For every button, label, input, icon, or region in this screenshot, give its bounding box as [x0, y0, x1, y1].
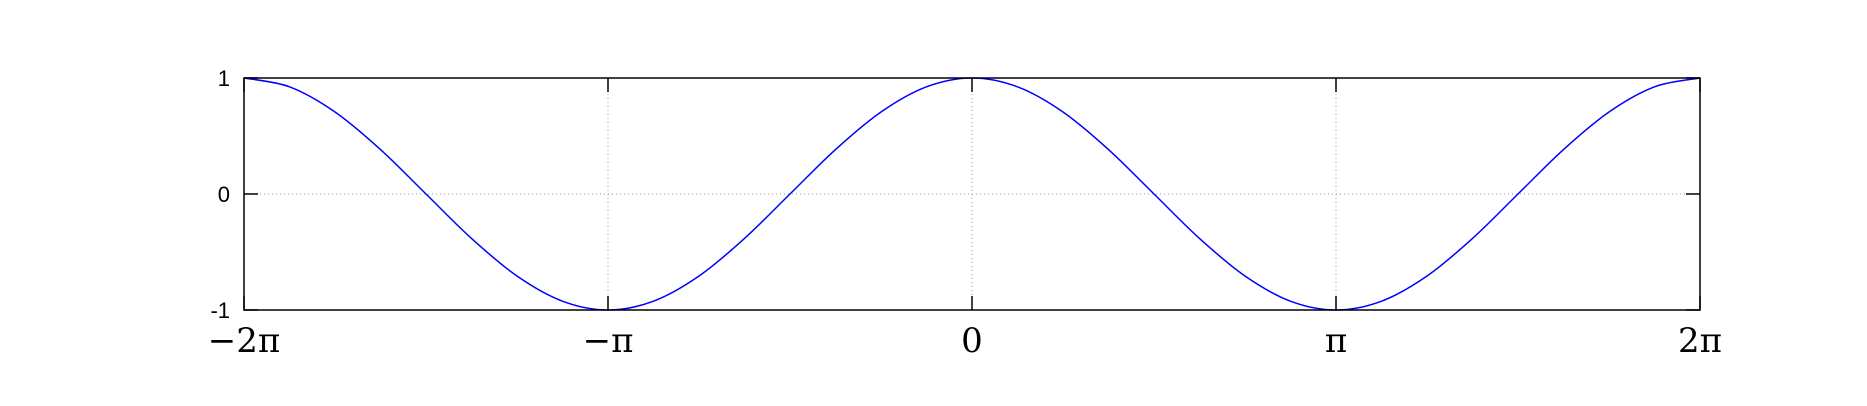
- y-tick-label: -1: [210, 298, 230, 323]
- tick-layer: [243, 77, 1701, 311]
- y-tick-label: 1: [218, 66, 230, 91]
- x-tick-label: 0: [961, 321, 983, 361]
- grid-layer: [244, 78, 1700, 310]
- x-tick-label: −π: [583, 321, 634, 361]
- x-tick-label: −2π: [208, 321, 280, 361]
- x-tick-label: π: [1325, 321, 1347, 361]
- x-tick-label: 2π: [1678, 321, 1722, 361]
- label-layer: −2π −π 0 π 2π -1 0 1: [208, 66, 1722, 361]
- y-tick-label: 0: [218, 182, 230, 207]
